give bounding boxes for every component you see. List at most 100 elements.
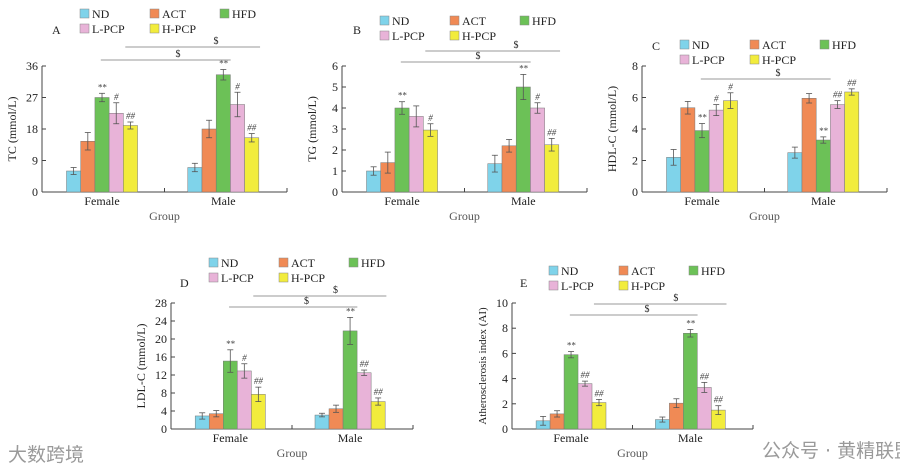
panel-letter: C — [652, 39, 660, 53]
legend-label: H-PCP — [631, 279, 665, 293]
significance-mark: ## — [847, 78, 857, 88]
y-tick-label: 10 — [496, 296, 508, 310]
legend-label: ACT — [291, 256, 316, 270]
legend-label: L-PCP — [221, 271, 254, 285]
y-tick-label: 1 — [332, 164, 338, 178]
legend-label: L-PCP — [92, 22, 125, 36]
bar-hfd-female — [563, 354, 579, 430]
panel-A: A ND ACT HFD L-PCP H-PCP 0 9 18 27 36 TC (mmol/L) Gr… — [5, 7, 288, 223]
y-tick-label: 6 — [332, 59, 338, 73]
category-label: Female — [213, 431, 248, 445]
legend-swatch — [79, 8, 90, 19]
y-tick-label: 8 — [632, 59, 638, 73]
significance-mark: ** — [219, 59, 229, 69]
legend-swatch — [819, 39, 830, 50]
legend-swatch — [379, 15, 390, 26]
category-label: Female — [684, 194, 719, 208]
significance-label: $ — [475, 51, 480, 62]
legend-swatch — [149, 23, 160, 34]
y-tick-label: 4 — [332, 101, 338, 115]
bar-l-pcp-male — [830, 104, 845, 193]
y-tick-label: 4 — [632, 122, 638, 136]
significance-mark: ## — [714, 395, 724, 405]
watermark-left: 大数跨境 — [8, 444, 85, 466]
legend-label: ND — [221, 256, 239, 270]
legend-label: H-PCP — [762, 53, 796, 67]
y-tick-label: 8 — [502, 321, 508, 335]
y-tick-label: 20 — [155, 332, 167, 346]
bar-l-pcp-male — [530, 107, 545, 193]
y-tick-label: 3 — [332, 122, 338, 136]
panel-E: E ND ACT HFD L-PCP H-PCP 0 2 4 6 8 10 Atherosclerosi… — [477, 264, 754, 460]
significance-mark: ## — [833, 90, 843, 100]
bar-h-pcp-male — [244, 137, 260, 193]
bar-l-pcp-male — [697, 387, 712, 430]
legend-swatch — [219, 8, 230, 19]
x-axis-label: Group — [149, 209, 180, 223]
legend-swatch — [548, 265, 559, 276]
significance-mark: ## — [254, 376, 264, 386]
significance-mark: ## — [595, 388, 605, 398]
significance-label: $ — [673, 293, 678, 304]
bar-act-female — [680, 107, 696, 193]
y-tick-label: 5 — [332, 80, 338, 94]
significance-label: $ — [644, 304, 649, 315]
bar-l-pcp-male — [230, 104, 245, 193]
legend-swatch — [618, 280, 629, 291]
legend-label: ND — [392, 14, 410, 28]
category-label: Male — [511, 194, 536, 208]
significance-mark: # — [242, 353, 247, 363]
significance-mark: ## — [547, 127, 557, 137]
legend-swatch — [449, 30, 460, 41]
legend-label: L-PCP — [392, 29, 425, 43]
category-label: Female — [553, 431, 588, 445]
category-label: Female — [384, 194, 419, 208]
y-tick-label: 36 — [26, 59, 38, 73]
bar-h-pcp-female — [123, 125, 138, 193]
bar-hfd-male — [215, 74, 231, 193]
bar-hfd-male — [683, 332, 698, 430]
significance-mark: ** — [98, 82, 108, 92]
legend-swatch — [449, 15, 460, 26]
category-label: Male — [211, 194, 236, 208]
legend-label: L-PCP — [561, 279, 594, 293]
legend-label: H-PCP — [462, 29, 496, 43]
significance-mark: ** — [346, 306, 356, 316]
legend-swatch — [79, 23, 90, 34]
x-axis-label: Group — [277, 446, 308, 460]
panel-letter: E — [520, 276, 527, 290]
legend-swatch — [519, 15, 530, 26]
category-label: Male — [338, 431, 363, 445]
x-axis-label: Group — [449, 209, 480, 223]
significance-mark: ** — [567, 341, 577, 351]
legend-label: ACT — [462, 14, 487, 28]
legend-label: ND — [92, 7, 110, 21]
y-tick-label: 2 — [502, 397, 508, 411]
significance-mark: ** — [698, 112, 708, 122]
significance-mark: # — [728, 82, 733, 92]
significance-mark: ** — [819, 126, 829, 136]
bar-l-pcp-female — [108, 113, 124, 193]
y-axis-label: Atherosclerosis index (AI) — [477, 307, 489, 425]
y-tick-label: 0 — [161, 422, 167, 436]
legend-swatch — [379, 30, 390, 41]
legend-label: HFD — [361, 256, 385, 270]
bar-h-pcp-male — [370, 401, 386, 430]
bar-h-pcp-male — [544, 144, 560, 193]
y-tick-label: 27 — [26, 91, 38, 105]
bar-l-pcp-female — [577, 383, 593, 430]
legend-label: ACT — [162, 7, 187, 21]
y-tick-label: 0 — [32, 185, 38, 199]
bar-l-pcp-female — [708, 109, 724, 193]
significance-label: $ — [513, 40, 518, 51]
legend-label: HFD — [832, 38, 856, 52]
bar-h-pcp-male — [844, 91, 860, 193]
y-axis-label: HDL-C (mmol/L) — [605, 86, 619, 172]
bar-h-pcp-female — [591, 402, 607, 430]
legend-swatch — [749, 54, 760, 65]
y-tick-label: 2 — [632, 154, 638, 168]
y-tick-label: 0 — [332, 185, 338, 199]
legend-label: HFD — [532, 14, 556, 28]
legend-swatch — [278, 257, 289, 268]
